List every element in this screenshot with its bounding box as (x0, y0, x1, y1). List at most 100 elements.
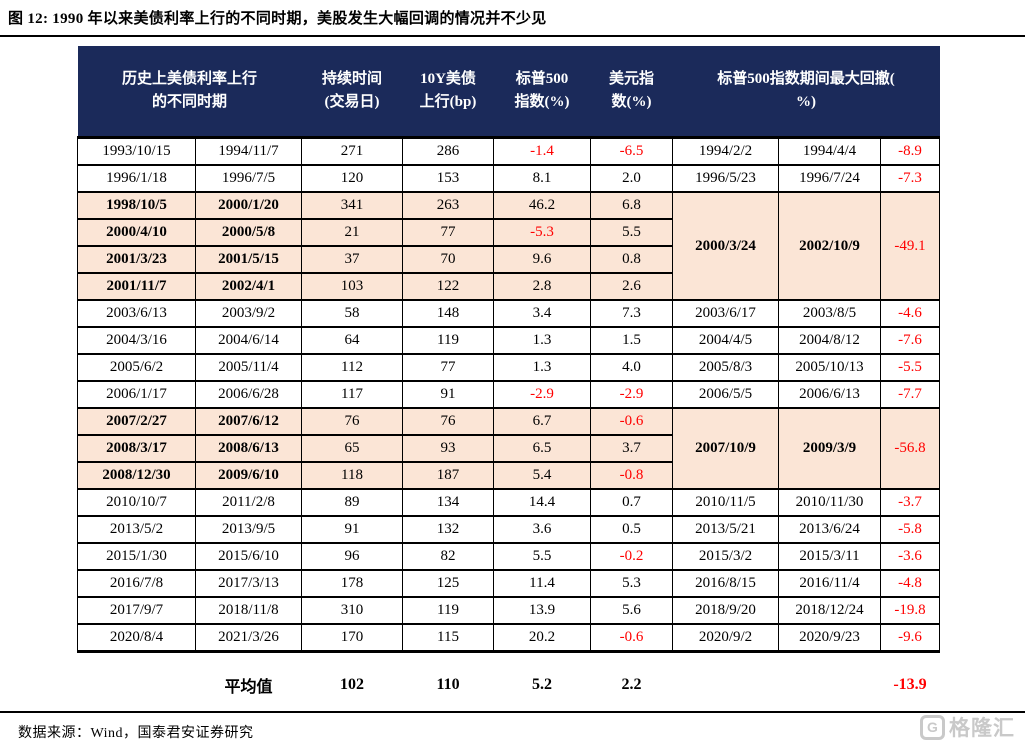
cell-start-date: 2001/3/23 (77, 245, 196, 274)
cell-end-date: 2002/4/1 (194, 272, 303, 301)
cell-drawdown-start: 2000/3/24 (672, 191, 780, 301)
cell-end-date: 2015/6/10 (194, 542, 303, 571)
cell-drawdown-start: 2013/5/21 (672, 515, 780, 544)
cell-drawdown-end: 2006/6/13 (778, 380, 882, 409)
cell-drawdown-pct: -5.5 (880, 353, 941, 382)
cell-end-date: 2009/6/10 (194, 461, 303, 490)
table-header-row: 历史上美债利率上行 的不同时期 持续时间 (交易日) 10Y美债 上行(bp) … (77, 46, 940, 139)
cell-10y-up: 119 (402, 596, 495, 625)
table-row: 1996/1/18 1996/7/5 120 153 8.1 2.0 1996/5/23 19… (77, 164, 941, 193)
cell-duration: 120 (301, 164, 404, 193)
cell-drawdown-pct: -4.6 (880, 299, 941, 328)
table-body: 1993/10/15 1994/11/7 271 286 -1.4 -6.5 1994/2/… (77, 136, 941, 653)
cell-usd-pct: -0.6 (590, 407, 674, 436)
avg-empty (778, 668, 881, 702)
cell-usd-pct: 1.5 (590, 326, 674, 355)
cell-10y-up: 115 (402, 623, 495, 653)
cell-drawdown-pct: -4.8 (880, 569, 941, 598)
cell-drawdown-start: 2006/5/5 (672, 380, 780, 409)
cell-end-date: 2004/6/14 (194, 326, 303, 355)
cell-10y-up: 148 (402, 299, 495, 328)
cell-10y-up: 76 (402, 407, 495, 436)
cell-start-date: 2004/3/16 (77, 326, 196, 355)
cell-sp500-pct: 20.2 (493, 623, 592, 653)
cell-drawdown-end: 1994/4/4 (778, 136, 882, 166)
cell-duration: 91 (301, 515, 404, 544)
cell-drawdown-start: 2016/8/15 (672, 569, 780, 598)
cell-start-date: 1993/10/15 (77, 136, 196, 166)
cell-10y-up: 82 (402, 542, 495, 571)
cell-usd-pct: 0.8 (590, 245, 674, 274)
cell-start-date: 2000/4/10 (77, 218, 196, 247)
cell-start-date: 1996/1/18 (77, 164, 196, 193)
cell-end-date: 2003/9/2 (194, 299, 303, 328)
cell-usd-pct: 5.6 (590, 596, 674, 625)
cell-drawdown-start: 2020/9/2 (672, 623, 780, 653)
page-title: 图 12: 1990 年以来美债利率上行的不同时期，美股发生大幅回调的情况并不少… (8, 11, 547, 27)
cell-usd-pct: -0.8 (590, 461, 674, 490)
table-row: 1993/10/15 1994/11/7 271 286 -1.4 -6.5 1994/2/… (77, 136, 941, 166)
header-duration: 持续时间 (交易日) (301, 46, 403, 139)
cell-usd-pct: 5.5 (590, 218, 674, 247)
table-row: 2010/10/7 2011/2/8 89 134 14.4 0.7 2010/11/5 20… (77, 488, 941, 517)
table-row: 2007/2/27 2007/6/12 76 76 6.7 -0.6 2007/10/9 20… (77, 407, 941, 490)
cell-drawdown-pct: -8.9 (880, 136, 941, 166)
cell-sp500-pct: 6.5 (493, 434, 592, 463)
table-row: 2008/12/30 2009/6/10 118 187 5.4 -0.8 (77, 461, 940, 490)
cell-sp500-pct: 8.1 (493, 164, 592, 193)
cell-drawdown-pct: -9.6 (880, 623, 941, 653)
cell-sp500-pct: 11.4 (493, 569, 592, 598)
cell-end-date: 2000/5/8 (194, 218, 303, 247)
table-row: 2001/11/7 2002/4/1 103 122 2.8 2.6 (77, 272, 940, 301)
table-row: 2000/4/10 2000/5/8 21 77 -5.3 5.5 (77, 218, 940, 247)
cell-sp500-pct: 6.7 (493, 407, 592, 436)
cell-usd-pct: -0.6 (590, 623, 674, 653)
cell-drawdown-start: 2015/3/2 (672, 542, 780, 571)
cell-end-date: 2000/1/20 (194, 191, 303, 220)
cell-sp500-pct: 5.5 (493, 542, 592, 571)
cell-drawdown-pct: -19.8 (880, 596, 941, 625)
cell-drawdown-pct: -49.1 (880, 191, 941, 301)
cell-sp500-pct: 1.3 (493, 326, 592, 355)
cell-drawdown-pct: -5.8 (880, 515, 941, 544)
avg-sp500: 5.2 (493, 668, 591, 702)
cell-drawdown-end: 2020/9/23 (778, 623, 882, 653)
cell-start-date: 2015/1/30 (77, 542, 196, 571)
cell-drawdown-end: 2003/8/5 (778, 299, 882, 328)
cell-drawdown-end: 2010/11/30 (778, 488, 882, 517)
cell-usd-pct: 2.6 (590, 272, 674, 301)
cell-drawdown-pct: -3.7 (880, 488, 941, 517)
cell-10y-up: 286 (402, 136, 495, 166)
cell-drawdown-end: 2002/10/9 (778, 191, 882, 301)
cell-start-date: 2013/5/2 (77, 515, 196, 544)
cell-usd-pct: 3.7 (590, 434, 674, 463)
cell-drawdown-end: 2016/11/4 (778, 569, 882, 598)
cell-start-date: 2007/2/27 (77, 407, 196, 436)
cell-sp500-pct: 3.6 (493, 515, 592, 544)
cell-10y-up: 125 (402, 569, 495, 598)
cell-usd-pct: 5.3 (590, 569, 674, 598)
cell-drawdown-end: 2005/10/13 (778, 353, 882, 382)
avg-label: 平均值 (195, 668, 302, 702)
cell-sp500-pct: 3.4 (493, 299, 592, 328)
cell-duration: 341 (301, 191, 404, 220)
cell-duration: 37 (301, 245, 404, 274)
cell-end-date: 2021/3/26 (194, 623, 303, 653)
avg-empty (77, 668, 196, 702)
cell-drawdown-start: 2007/10/9 (672, 407, 780, 490)
cell-10y-up: 187 (402, 461, 495, 490)
gelonghui-watermark-text: 格隆汇 (949, 717, 1015, 740)
cell-10y-up: 153 (402, 164, 495, 193)
cell-duration: 65 (301, 434, 404, 463)
cell-10y-up: 134 (402, 488, 495, 517)
title-divider (0, 35, 1025, 37)
cell-end-date: 2017/3/13 (194, 569, 303, 598)
avg-bp: 110 (402, 668, 494, 702)
cell-drawdown-start: 2010/11/5 (672, 488, 780, 517)
cell-start-date: 2017/9/7 (77, 596, 196, 625)
cell-duration: 58 (301, 299, 404, 328)
cell-10y-up: 91 (402, 380, 495, 409)
table-row: 2001/3/23 2001/5/15 37 70 9.6 0.8 (77, 245, 940, 274)
cell-duration: 64 (301, 326, 404, 355)
cell-start-date: 2010/10/7 (77, 488, 196, 517)
